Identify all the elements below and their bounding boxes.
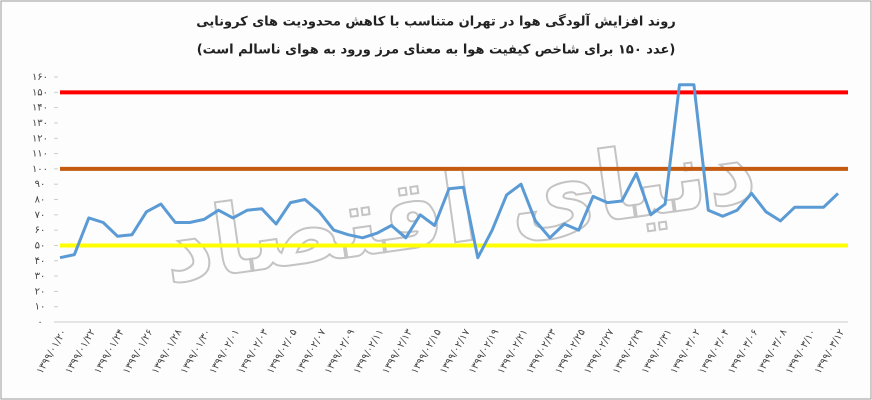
y-tick-label: ۱۲۰ <box>32 133 48 144</box>
y-tick-label: ۸۰ <box>35 195 46 206</box>
chart-title: روند افزایش آلودگی هوا در تهران متناسب ب… <box>196 13 676 30</box>
data-line <box>59 83 840 260</box>
y-tick-label: ۰ <box>37 317 42 328</box>
chart-subtitle: (عدد ۱۵۰ برای شاخص کیفیت هوا به معنای مر… <box>197 43 676 58</box>
y-tick-label: ۷۰ <box>35 210 46 221</box>
y-tick-label: ۹۰ <box>35 179 46 190</box>
y-tick-label: ۱۵۰ <box>32 87 48 98</box>
y-tick-label: ۵۰ <box>35 240 46 251</box>
y-tick-label: ۲۰ <box>35 286 46 297</box>
y-tick-label: ۱۱۰ <box>32 149 48 160</box>
y-tick-label: ۴۰ <box>35 256 46 267</box>
y-tick-label: ۱۰۰ <box>32 164 48 175</box>
y-tick-label: ۱۶۰ <box>32 72 48 83</box>
y-tick-label: ۳۰ <box>35 271 46 282</box>
y-tick-label: ۱۴۰ <box>32 103 48 114</box>
y-tick-label: ۱۳۰ <box>32 118 48 129</box>
y-tick-label: ۱۰ <box>35 302 46 313</box>
y-tick-label: ۶۰ <box>35 225 46 236</box>
